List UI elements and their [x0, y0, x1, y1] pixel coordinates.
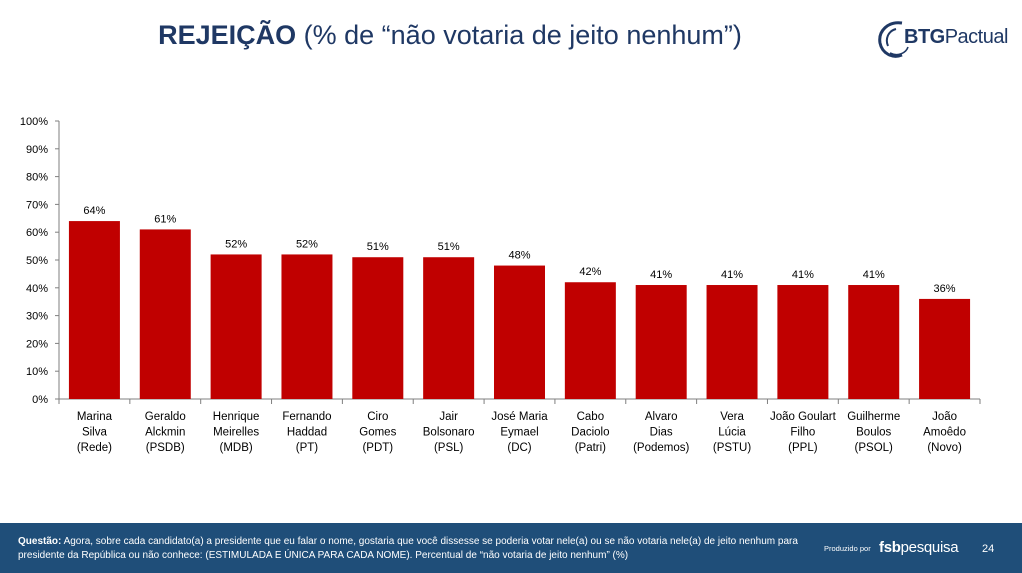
category-label-line: Guilherme: [847, 411, 900, 423]
question-label: Questão:: [18, 536, 62, 547]
data-label: 41%: [863, 269, 885, 281]
category-label-line: (PSOL): [855, 442, 894, 454]
footer-bar: Questão: Agora, sobre cada candidato(a) …: [0, 523, 1022, 573]
y-tick-label: 30%: [26, 311, 48, 323]
category-label-line: Alvaro: [645, 411, 678, 423]
category-label-line: Boulos: [856, 427, 891, 439]
y-tick-label: 80%: [26, 172, 48, 184]
data-label: 51%: [367, 241, 389, 253]
bar: [635, 285, 687, 399]
category-label-line: Alckmin: [145, 427, 185, 439]
page-number: 24: [982, 543, 995, 555]
question-body: Agora, sobre cada candidato(a) a preside…: [18, 536, 798, 561]
bar: [68, 221, 120, 399]
category-label-line: Silva: [82, 427, 108, 439]
category-label-line: Eymael: [500, 427, 538, 439]
bar: [139, 229, 191, 399]
page-title: REJEIÇÃO (% de “não votaria de jeito nen…: [0, 20, 900, 51]
data-label: 41%: [792, 269, 814, 281]
title-rest: (% de “não votaria de jeito nenhum”): [296, 20, 742, 50]
fsb-brand-rest: pesquisa: [900, 539, 959, 556]
category-label-line: Lúcia: [718, 427, 746, 439]
data-label: 51%: [438, 241, 460, 253]
category-label-line: Meirelles: [213, 427, 259, 439]
category-label-line: Vera: [720, 411, 744, 423]
data-label: 36%: [934, 283, 956, 295]
logo-part1: BTG: [904, 26, 945, 48]
bar: [352, 257, 404, 399]
rejection-bar-chart: 0% 10% 20% 30% 40% 50% 60% 70% 80% 90% 100% 64% Mari…: [20, 116, 981, 454]
bar: [564, 282, 616, 399]
produced-by-label: Produzido por: [824, 544, 871, 553]
data-label: 52%: [225, 238, 247, 250]
btg-swirl-icon: [878, 21, 909, 58]
category-label-line: João: [932, 411, 957, 423]
question-text: Questão: Agora, sobre cada candidato(a) …: [18, 535, 808, 563]
category-label-line: (PSTU): [713, 442, 752, 454]
bar: [706, 285, 758, 399]
category-label-line: (PSL): [434, 442, 464, 454]
y-tick-label: 0%: [32, 394, 48, 406]
category-label-line: Daciolo: [571, 427, 609, 439]
y-tick-label: 10%: [26, 366, 48, 378]
y-tick-label: 50%: [26, 255, 48, 267]
category-label-line: Gomes: [359, 427, 396, 439]
data-label: 48%: [508, 250, 530, 262]
category-label-line: Amoêdo: [923, 427, 966, 439]
y-tick-label: 40%: [26, 283, 48, 295]
category-label-line: (PPL): [788, 442, 818, 454]
category-label-line: Jair: [439, 411, 458, 423]
category-label-line: (Podemos): [633, 442, 689, 454]
data-label: 41%: [650, 269, 672, 281]
category-label-line: Haddad: [287, 427, 327, 439]
category-label-line: Marina: [77, 411, 113, 423]
category-label-line: (PT): [296, 442, 319, 454]
bar: [494, 265, 545, 399]
category-label-line: (Patri): [575, 442, 606, 454]
data-label: 52%: [296, 238, 318, 250]
y-tick-label: 60%: [26, 227, 48, 239]
category-label-line: Cabo: [577, 411, 605, 423]
bar: [423, 257, 475, 399]
data-label: 61%: [154, 213, 176, 225]
category-label-line: João Goulart: [770, 411, 837, 423]
btg-pactual-logo: BTGPactual: [874, 17, 1008, 61]
bar: [210, 254, 262, 399]
category-label-line: Filho: [790, 427, 815, 439]
category-label-line: Geraldo: [145, 411, 186, 423]
fsb-pesquisa-logo: fsbpesquisa: [879, 539, 959, 556]
bar: [919, 298, 971, 399]
bar: [848, 285, 900, 399]
category-label-line: (PDT): [362, 442, 393, 454]
category-label-line: (MDB): [220, 442, 253, 454]
category-label-line: Ciro: [367, 411, 388, 423]
logo-part2: Pactual: [944, 26, 1009, 48]
logo-wordmark: BTGPactual: [904, 26, 1008, 49]
y-tick-label: 70%: [26, 199, 48, 211]
bar: [281, 254, 333, 399]
fsb-brand-bold: fsb: [879, 539, 901, 556]
category-label-line: (PSDB): [146, 442, 185, 454]
category-label-line: (Rede): [77, 442, 112, 454]
title-bold: REJEIÇÃO: [158, 20, 297, 50]
category-label-line: Bolsonaro: [423, 427, 475, 439]
data-label: 42%: [579, 266, 601, 278]
y-tick-label: 90%: [26, 144, 48, 156]
y-tick-label: 100%: [20, 116, 48, 128]
category-label-line: José Maria: [491, 411, 548, 423]
category-label-line: Dias: [650, 427, 673, 439]
category-label-line: (Novo): [927, 442, 962, 454]
y-tick-label: 20%: [26, 338, 48, 350]
data-label: 64%: [83, 205, 105, 217]
data-label: 41%: [721, 269, 743, 281]
category-label-line: (DC): [507, 442, 531, 454]
category-label-line: Henrique: [213, 411, 260, 423]
category-label-line: Fernando: [282, 411, 331, 423]
bar: [777, 285, 829, 399]
